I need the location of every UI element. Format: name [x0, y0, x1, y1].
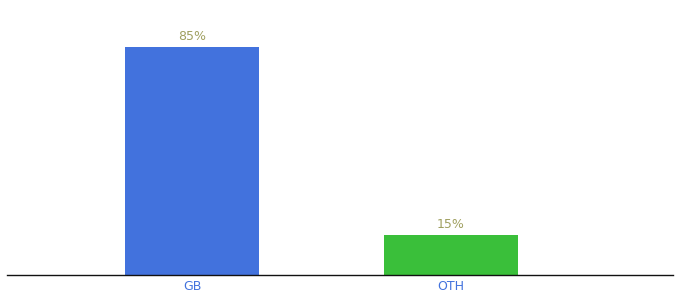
Bar — [125, 47, 258, 275]
Bar — [384, 235, 517, 275]
Text: 85%: 85% — [178, 30, 206, 43]
Text: 15%: 15% — [437, 218, 465, 231]
